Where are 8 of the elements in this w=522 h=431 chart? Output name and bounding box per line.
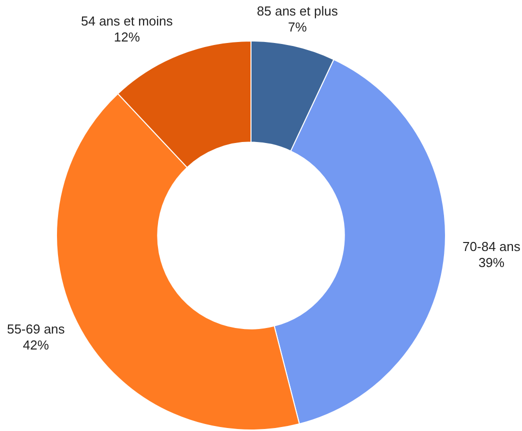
- slice-label: 85 ans et plus: [256, 4, 338, 19]
- slice-label: 70-84 ans: [462, 239, 521, 254]
- data-label: 12%: [114, 30, 140, 44]
- data-label: 42%: [22, 337, 50, 352]
- slice-label: 55-69 ans: [6, 321, 66, 336]
- slice-label: 54 ans et moins: [80, 14, 174, 28]
- data-label: 7%: [288, 20, 308, 35]
- data-label: 39%: [478, 255, 505, 270]
